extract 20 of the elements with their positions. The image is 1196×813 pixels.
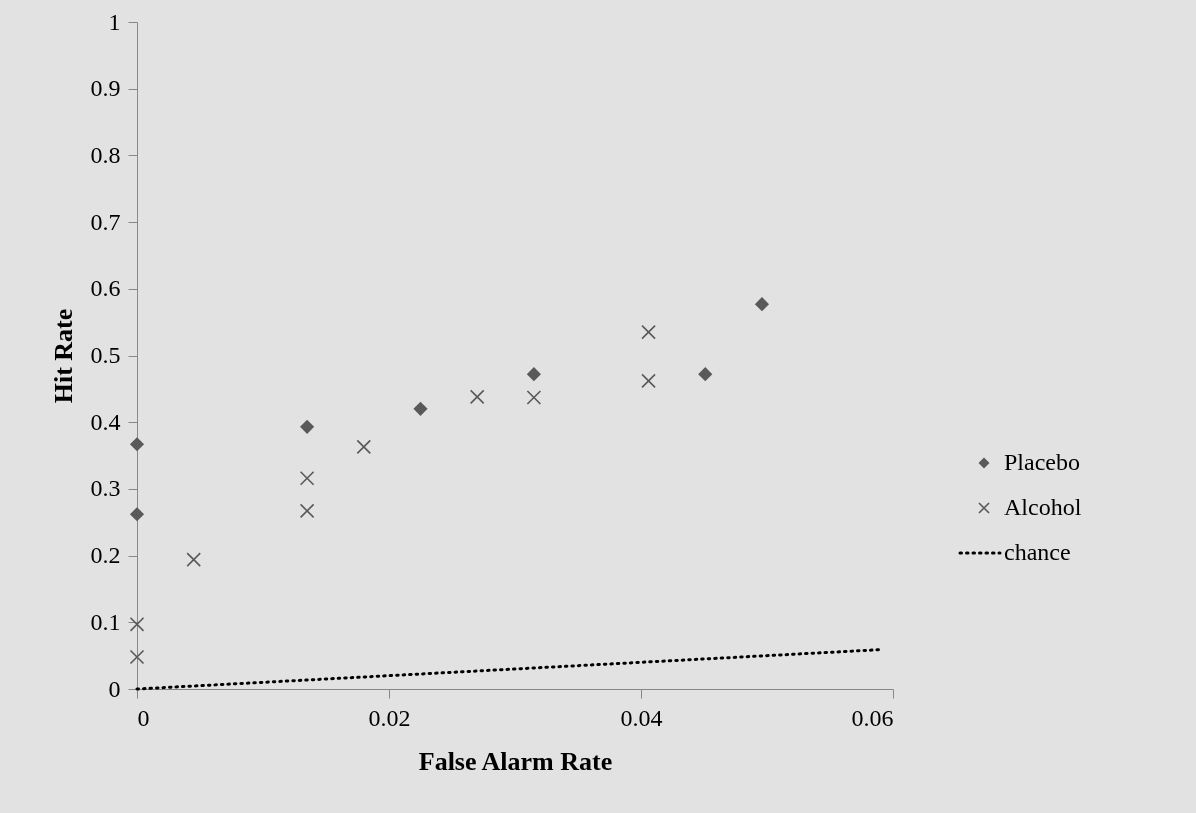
- y-tick-label: 0.3: [90, 475, 121, 502]
- y-tick-label: 0.1: [90, 608, 121, 635]
- x-tick-label: 0: [137, 704, 150, 731]
- legend-label: Alcohol: [1004, 494, 1082, 520]
- x-tick-label: 0.02: [368, 704, 411, 731]
- y-tick-label: 0.7: [90, 208, 121, 235]
- legend-label: chance: [1004, 539, 1071, 565]
- x-tick-label: 0.06: [851, 704, 894, 731]
- y-tick-label: 0.8: [90, 141, 121, 168]
- x-tick-label: 0.04: [620, 704, 663, 731]
- x-axis-title: False Alarm Rate: [418, 746, 613, 776]
- y-tick-label: 0.6: [90, 275, 121, 302]
- y-tick-label: 0.9: [90, 75, 121, 102]
- legend-label: Placebo: [1004, 449, 1080, 475]
- y-axis-title: Hit Rate: [48, 308, 78, 404]
- y-tick-label: 1: [108, 8, 121, 35]
- y-tick-label: 0.4: [90, 408, 121, 435]
- y-tick-label: 0.5: [90, 342, 121, 368]
- y-tick-label: 0.2: [90, 542, 121, 569]
- y-tick-label: 0: [108, 675, 121, 702]
